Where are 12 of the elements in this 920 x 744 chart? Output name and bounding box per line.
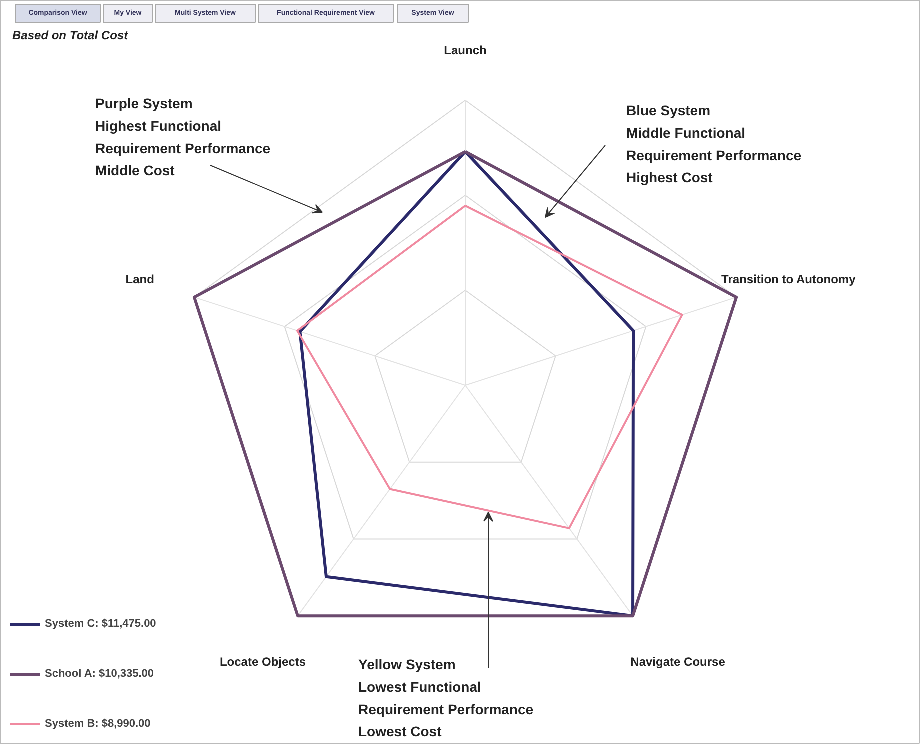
spoke-label: Navigate Course: [630, 655, 726, 670]
text: Purple System Highest Functional Requirement Performance Middle Cost: [96, 96, 271, 179]
text: Blue System Middle Functional Requirement Performance Highest Cost: [626, 102, 802, 186]
text: Yellow System Lowest Functional Requirement Performance Lowest Cost: [358, 656, 534, 740]
legend-label: School A: $10,335.00: [45, 668, 154, 680]
spoke-label: Transition to Autonomy: [722, 272, 856, 286]
spoke-label: Land: [126, 272, 154, 286]
spoke-label: Launch: [444, 44, 487, 58]
legend-label: System B: $8,990.00: [45, 718, 151, 730]
spoke-label: Locate Objects: [220, 655, 306, 670]
legend-label: System C: $11,475.00: [45, 618, 156, 630]
chart-title: Based on Total Cost: [12, 28, 130, 42]
